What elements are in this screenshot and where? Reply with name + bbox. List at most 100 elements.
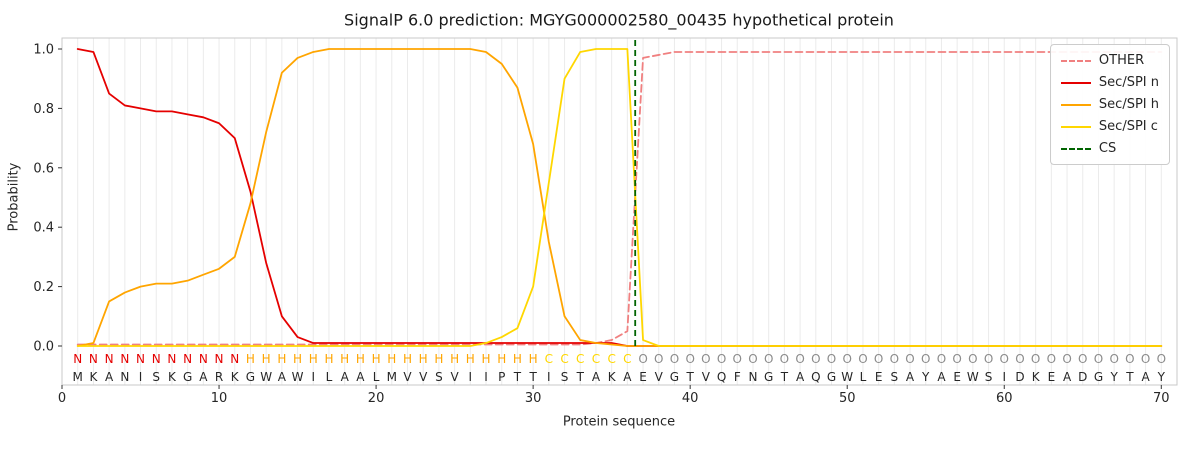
sequence-letter: M — [73, 370, 83, 384]
legend-line-sample — [1060, 125, 1091, 128]
region-letter: H — [356, 352, 365, 366]
x-axis-label: Protein sequence — [562, 414, 676, 430]
sequence-letter: A — [199, 370, 208, 384]
region-letter: O — [811, 352, 820, 366]
legend-label: Sec/SPI n — [1098, 75, 1159, 90]
sequence-letter: I — [139, 370, 143, 384]
sequence-letter: V — [655, 370, 664, 384]
plot-background — [62, 38, 1177, 385]
legend-line-sample — [1060, 103, 1091, 106]
region-letter: H — [277, 352, 286, 366]
region-letter: O — [733, 352, 742, 366]
region-letter: H — [372, 352, 381, 366]
region-letter: O — [764, 352, 773, 366]
legend-line-sample — [1060, 81, 1091, 84]
plot-border — [61, 37, 1178, 386]
region-letter: O — [701, 352, 710, 366]
sequence-letter: G — [670, 370, 679, 384]
region-letter: O — [858, 352, 867, 366]
sequence-letter: N — [748, 370, 757, 384]
x-tick-label: 70 — [1153, 391, 1170, 406]
region-letter: C — [560, 352, 568, 366]
sequence-letter: A — [356, 370, 365, 384]
region-letter: H — [309, 352, 318, 366]
sequence-letter: I — [311, 370, 315, 384]
sequence-letter: Y — [921, 370, 930, 384]
sequence-letter: S — [561, 370, 569, 384]
y-axis-label: Probability — [6, 162, 22, 232]
sequence-letter: V — [450, 370, 459, 384]
x-tick-label: 60 — [996, 391, 1013, 406]
region-letter: O — [905, 352, 914, 366]
region-letter: O — [842, 352, 851, 366]
region-letter: O — [937, 352, 946, 366]
sequence-letter: A — [796, 370, 805, 384]
region-letter: H — [481, 352, 490, 366]
sequence-letter: S — [152, 370, 160, 384]
sequence-letter: A — [1063, 370, 1072, 384]
x-tick-label: 0 — [58, 391, 66, 406]
region-letter: N — [89, 352, 98, 366]
sequence-letter: A — [105, 370, 114, 384]
region-letter: H — [419, 352, 428, 366]
region-letter: H — [293, 352, 302, 366]
sequence-letter: L — [373, 370, 380, 384]
region-letter: O — [1062, 352, 1071, 366]
sequence-letter: W — [260, 370, 272, 384]
sequence-letter: A — [278, 370, 287, 384]
legend-label: Sec/SPI h — [1098, 97, 1159, 112]
region-letter: H — [497, 352, 506, 366]
sequence-letter: I — [484, 370, 488, 384]
sequence-letter: V — [702, 370, 711, 384]
legend-item-sec-spi-h: Sec/SPI h — [1060, 97, 1159, 112]
sequence-letter: E — [1048, 370, 1056, 384]
region-letter: O — [780, 352, 789, 366]
region-letter: H — [513, 352, 522, 366]
sequence-letter: E — [639, 370, 647, 384]
sequence-letter: I — [469, 370, 473, 384]
sequence-letter: A — [341, 370, 350, 384]
sequence-letter: V — [419, 370, 428, 384]
sequence-letter: G — [246, 370, 255, 384]
region-letter: O — [1015, 352, 1024, 366]
sequence-letter: A — [1141, 370, 1150, 384]
y-axis-ticks: 0.0 0.2 0.4 0.6 0.8 1.0 — [33, 43, 62, 355]
sequence-letter: R — [215, 370, 223, 384]
region-letter: O — [952, 352, 961, 366]
series-line-sec-spi-c — [76, 48, 1163, 347]
y-tick-label: 1.0 — [33, 43, 54, 58]
region-letter: H — [387, 352, 396, 366]
sequence-letter: K — [89, 370, 98, 384]
region-letter: O — [717, 352, 726, 366]
region-letter: H — [529, 352, 538, 366]
sequence-letter: T — [1125, 370, 1134, 384]
sequence-letter: I — [1002, 370, 1006, 384]
region-letter: H — [466, 352, 475, 366]
sequence-letter: G — [764, 370, 773, 384]
legend-label: CS — [1098, 141, 1117, 156]
region-letter: O — [1000, 352, 1009, 366]
sequence-letter: G — [827, 370, 836, 384]
region-letter: O — [1047, 352, 1056, 366]
region-letter: O — [984, 352, 993, 366]
region-letter: O — [1125, 352, 1134, 366]
legend-label: OTHER — [1098, 53, 1145, 68]
region-letter: O — [1157, 352, 1166, 366]
sequence-letter: S — [891, 370, 899, 384]
x-tick-label: 50 — [839, 391, 856, 406]
region-letter: C — [607, 352, 615, 366]
sequence-letter: L — [326, 370, 333, 384]
region-letter: N — [230, 352, 239, 366]
sequence-letter: T — [513, 370, 522, 384]
region-letter: N — [105, 352, 114, 366]
region-letter: H — [403, 352, 412, 366]
sequence-letter: W — [292, 370, 304, 384]
legend-line-sample — [1060, 147, 1091, 150]
region-letter: O — [1109, 352, 1118, 366]
region-letter: H — [340, 352, 349, 366]
region-letter: N — [73, 352, 82, 366]
region-letter: O — [1078, 352, 1087, 366]
region-letter: O — [1031, 352, 1040, 366]
